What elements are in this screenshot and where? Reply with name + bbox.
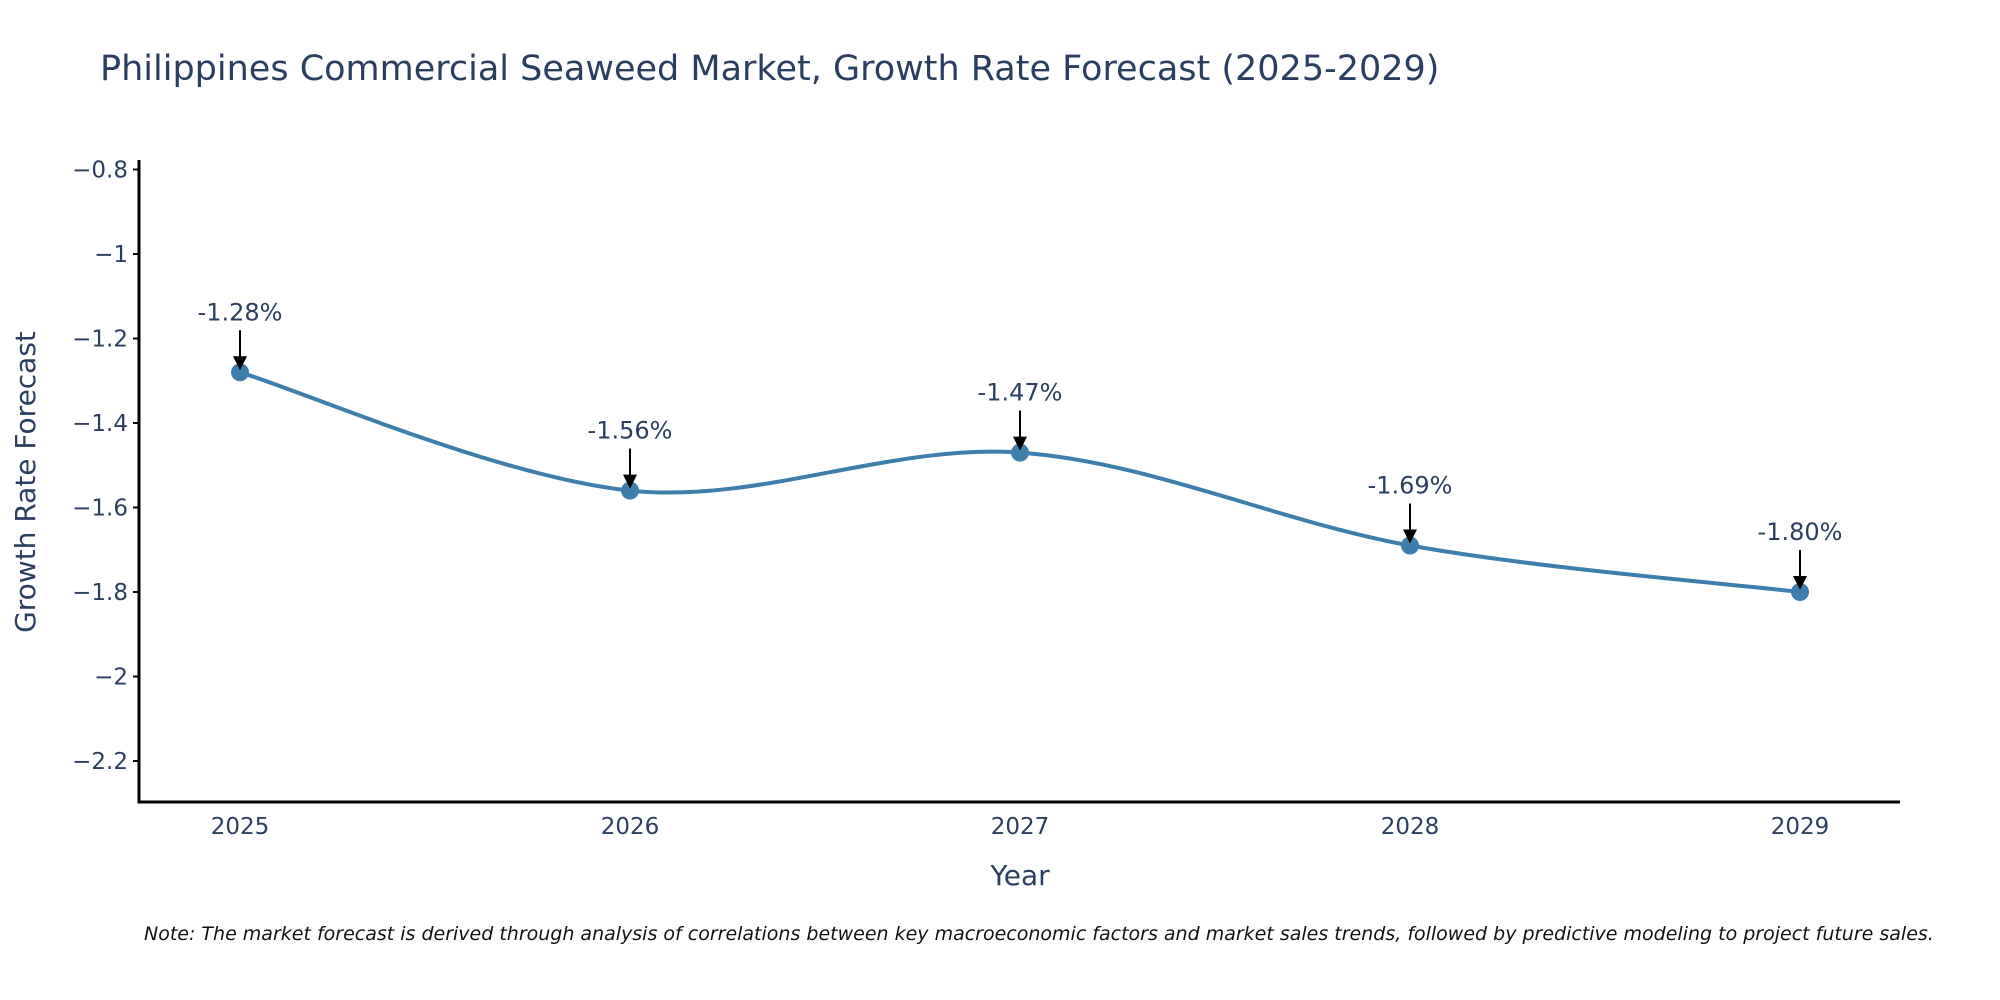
y-tick-label: −0.8 bbox=[72, 158, 128, 184]
x-tick-label: 2029 bbox=[1771, 814, 1830, 840]
data-point bbox=[1791, 583, 1809, 601]
annotation-arrow-head bbox=[1793, 576, 1807, 590]
data-label-annotations: -1.28% -1.56% -1.47% -1.69% -1.80% bbox=[198, 298, 1843, 590]
x-tick-label: 2027 bbox=[991, 814, 1050, 840]
y-tick-label: −1.6 bbox=[72, 496, 128, 522]
y-axis-ticks: −0.8 −1 −1.2 −1.4 −1.6 −1.8 −2 −2.2 bbox=[72, 158, 139, 775]
annotation-arrow-head bbox=[233, 356, 247, 371]
data-label: -1.28% bbox=[198, 298, 283, 326]
y-axis-title: Growth Rate Forecast bbox=[9, 331, 42, 633]
data-label: -1.69% bbox=[1368, 472, 1453, 500]
x-tick-label: 2028 bbox=[1381, 814, 1440, 840]
data-point bbox=[231, 363, 249, 382]
y-tick-label: −1.8 bbox=[72, 580, 128, 606]
data-label: -1.80% bbox=[1758, 518, 1843, 546]
chart-title: Philippines Commercial Seaweed Market, G… bbox=[100, 49, 1439, 89]
annotation-arrow-head bbox=[623, 474, 637, 489]
x-axis-title: Year bbox=[989, 859, 1050, 892]
x-tick-label: 2025 bbox=[211, 814, 270, 840]
y-tick-label: −1 bbox=[94, 242, 128, 268]
data-label: -1.56% bbox=[588, 417, 673, 445]
data-label: -1.47% bbox=[978, 379, 1063, 407]
y-tick-label: −1.2 bbox=[72, 327, 128, 353]
data-point-markers bbox=[231, 363, 1809, 601]
footnote: Note: The market forecast is derived thr… bbox=[144, 923, 1934, 945]
y-tick-label: −2 bbox=[94, 665, 128, 691]
data-point bbox=[621, 481, 639, 500]
annotation-arrow-head bbox=[1403, 529, 1417, 544]
x-axis-ticks: 2025 2026 2027 2028 2029 bbox=[211, 814, 1830, 840]
annotation-arrow-head bbox=[1013, 436, 1027, 451]
x-tick-label: 2026 bbox=[601, 814, 660, 840]
y-tick-label: −2.2 bbox=[72, 749, 128, 775]
data-point bbox=[1011, 443, 1029, 462]
y-tick-label: −1.4 bbox=[72, 411, 128, 437]
data-point bbox=[1401, 536, 1419, 555]
